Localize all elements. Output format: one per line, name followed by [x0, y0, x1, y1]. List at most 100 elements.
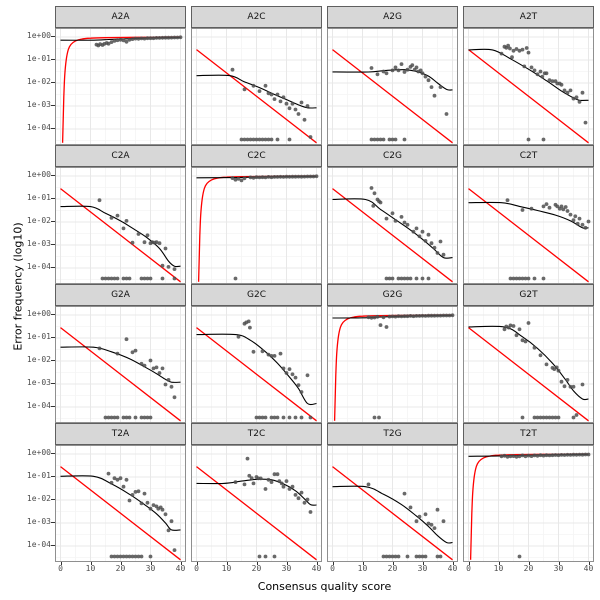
y-tick-label: 1e-01 — [26, 332, 51, 341]
x-tick-label: 30 — [281, 564, 292, 573]
x-tick-mark — [332, 562, 334, 565]
y-tick-mark — [51, 175, 55, 176]
x-tick-mark — [362, 562, 364, 565]
y-tick-label: 1e-04 — [26, 262, 51, 271]
y-tick-label: 1e-02 — [26, 77, 51, 86]
y-tick-mark — [51, 105, 55, 106]
facet-panel-G2C — [191, 306, 322, 423]
x-tick-mark — [498, 562, 500, 565]
facet-G2C: G2C — [191, 284, 322, 423]
y-tick-label: 1e-03 — [26, 239, 51, 248]
facet-G2A: G2A 1e+00 1e-01 1e-02 1e-03 1e-04 — [27, 284, 186, 423]
x-tick-label: 40 — [447, 564, 458, 573]
x-tick-label: 40 — [175, 564, 186, 573]
x-tick-label: 20 — [523, 564, 534, 573]
x-tick-label: 20 — [251, 564, 262, 573]
panel-plot-area — [56, 446, 185, 561]
facet-C2T: C2T — [463, 145, 594, 284]
y-tick-label: 1e-04 — [26, 401, 51, 410]
x-tick-mark — [120, 562, 122, 565]
y-tick-label: 1e-01 — [26, 193, 51, 202]
y-tick-label: 1e+00 — [26, 170, 51, 179]
x-tick-label: 30 — [553, 564, 564, 573]
facet-strip-label-C2T: C2T — [463, 145, 594, 167]
x-tick-label: 20 — [387, 564, 398, 573]
facet-strip-label-A2A: A2A — [55, 6, 186, 28]
y-tick-label: 1e-04 — [26, 123, 51, 132]
y-tick-mark — [51, 522, 55, 523]
y-tick-mark — [51, 499, 55, 500]
x-tick-label: 30 — [145, 564, 156, 573]
facet-G2T: G2T — [463, 284, 594, 423]
facet-panel-A2C — [191, 28, 322, 145]
facet-panel-C2A — [55, 167, 186, 284]
facet-strip-label-G2C: G2C — [191, 284, 322, 306]
facet-panel-T2T — [463, 445, 594, 562]
x-tick-mark — [392, 562, 394, 565]
panel-plot-area — [464, 446, 593, 561]
y-tick-mark — [51, 453, 55, 454]
facet-G2G: G2G — [327, 284, 458, 423]
facet-strip-label-C2A: C2A — [55, 145, 186, 167]
x-tick-mark — [286, 562, 288, 565]
x-tick-mark — [316, 562, 318, 565]
y-tick-mark — [51, 267, 55, 268]
x-tick-label: 10 — [221, 564, 232, 573]
y-tick-mark — [51, 59, 55, 60]
panel-plot-area — [192, 168, 321, 283]
facet-panel-A2A — [55, 28, 186, 145]
x-tick-mark — [422, 562, 424, 565]
facet-strip-label-G2A: G2A — [55, 284, 186, 306]
facet-panel-G2G — [327, 306, 458, 423]
y-axis-title: Error frequency (log10) — [11, 222, 25, 351]
x-tick-label: 0 — [58, 564, 63, 573]
y-tick-label: 1e+00 — [26, 309, 51, 318]
facet-panel-A2T — [463, 28, 594, 145]
facet-panel-T2A — [55, 445, 186, 562]
y-tick-mark — [51, 337, 55, 338]
x-tick-mark — [90, 562, 92, 565]
y-tick-label: 1e-04 — [26, 540, 51, 549]
facet-strip-label-G2T: G2T — [463, 284, 594, 306]
facet-A2T: A2T — [463, 6, 594, 145]
panel-plot-area — [464, 307, 593, 422]
facet-panel-T2G — [327, 445, 458, 562]
panel-plot-area — [328, 307, 457, 422]
x-tick-label: 40 — [311, 564, 322, 573]
y-tick-mark — [51, 198, 55, 199]
facet-T2A: T2A 1e+00 1e-01 1e-02 1e-03 1e-04 0 10 20 30 40 — [27, 423, 186, 573]
x-tick-label: 0 — [330, 564, 335, 573]
y-tick-label: 1e-03 — [26, 100, 51, 109]
x-tick-mark — [196, 562, 198, 565]
facet-strip-label-A2T: A2T — [463, 6, 594, 28]
x-tick-label: 20 — [115, 564, 126, 573]
facet-strip-label-A2G: A2G — [327, 6, 458, 28]
facet-strip-label-C2C: C2C — [191, 145, 322, 167]
facet-strip-label-G2G: G2G — [327, 284, 458, 306]
y-tick-mark — [51, 314, 55, 315]
y-tick-mark — [51, 244, 55, 245]
panel-plot-area — [464, 29, 593, 144]
panel-plot-area — [192, 446, 321, 561]
x-tick-mark — [528, 562, 530, 565]
x-tick-mark — [468, 562, 470, 565]
y-tick-mark — [51, 82, 55, 83]
facet-panel-T2C — [191, 445, 322, 562]
facet-strip-label-A2C: A2C — [191, 6, 322, 28]
x-tick-mark — [558, 562, 560, 565]
panel-plot-area — [56, 29, 185, 144]
y-tick-mark — [51, 383, 55, 384]
facet-panel-A2G — [327, 28, 458, 145]
panel-plot-area — [328, 446, 457, 561]
y-tick-mark — [51, 221, 55, 222]
y-tick-label: 1e-02 — [26, 355, 51, 364]
y-tick-mark — [51, 406, 55, 407]
x-tick-label: 40 — [583, 564, 594, 573]
facet-T2C: T2C 0 10 20 30 40 — [191, 423, 322, 573]
facet-panel-G2T — [463, 306, 594, 423]
x-tick-label: 0 — [194, 564, 199, 573]
facet-strip-label-T2G: T2G — [327, 423, 458, 445]
facet-T2G: T2G 0 10 20 30 40 — [327, 423, 458, 573]
facet-panel-G2A — [55, 306, 186, 423]
